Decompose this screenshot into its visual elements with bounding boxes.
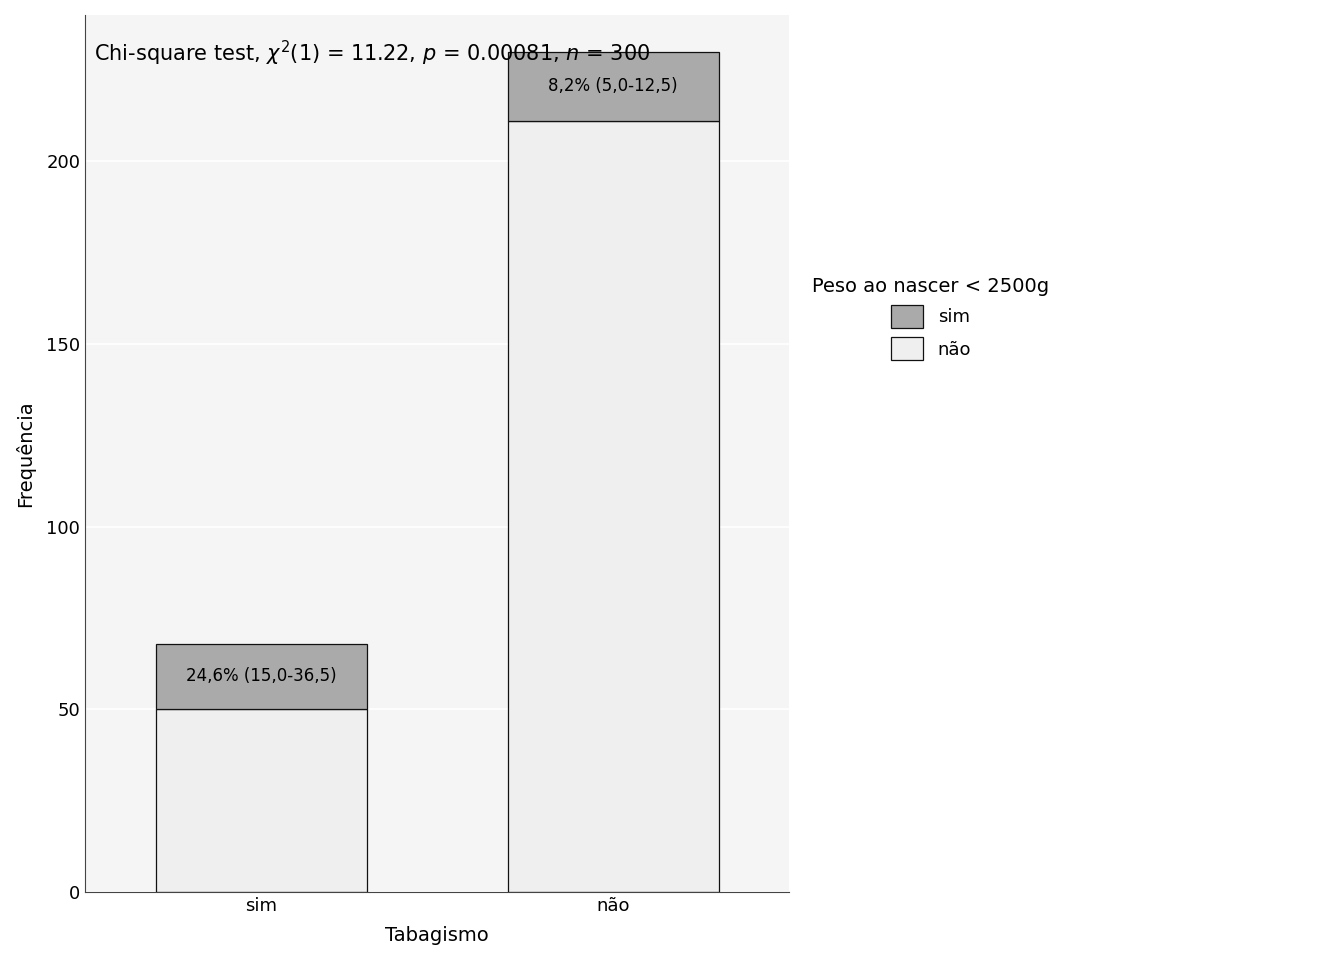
- Bar: [156, 709, 367, 892]
- Bar: [508, 121, 719, 892]
- Legend: sim, não: sim, não: [805, 270, 1056, 368]
- X-axis label: Tabagismo: Tabagismo: [386, 926, 489, 945]
- Y-axis label: Frequência: Frequência: [15, 400, 35, 507]
- Bar: [156, 643, 367, 709]
- Text: 24,6% (15,0-36,5): 24,6% (15,0-36,5): [185, 667, 336, 685]
- Text: Chi-square test, $\chi^2$(1) = 11.22, $p$ = 0.00081, $n$ = 300: Chi-square test, $\chi^2$(1) = 11.22, $p…: [94, 38, 650, 67]
- Text: 8,2% (5,0-12,5): 8,2% (5,0-12,5): [548, 77, 677, 95]
- Bar: [508, 52, 719, 121]
